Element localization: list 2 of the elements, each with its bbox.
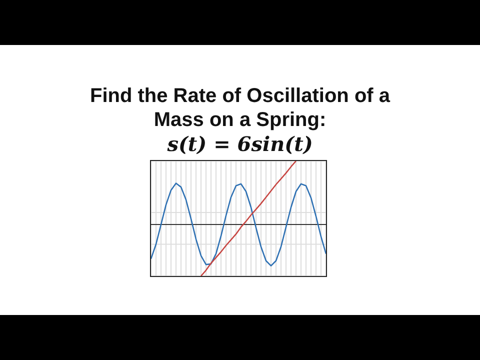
chart-subtitle: s(t) = 6sin(t): [166, 132, 314, 156]
chart-title: Find the Rate of Oscillation of a Mass on a Spring:: [88, 84, 392, 132]
